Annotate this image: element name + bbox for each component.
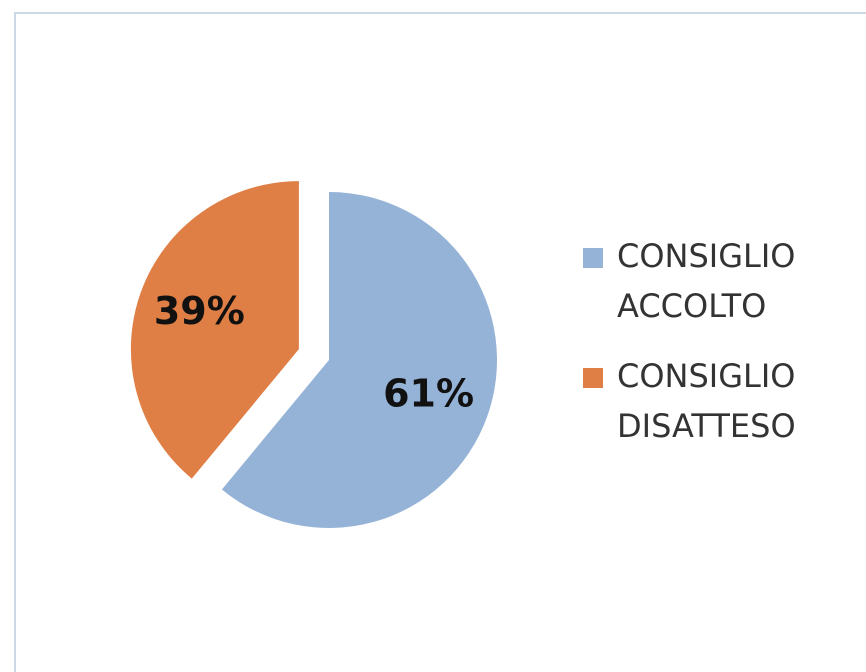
pie-slice-disatteso bbox=[130, 181, 299, 479]
pie-data-labels: 61% 39% bbox=[154, 289, 474, 416]
data-label-disatteso: 39% bbox=[154, 289, 245, 333]
legend-swatch-accolto bbox=[583, 248, 603, 268]
legend-swatch-disatteso bbox=[583, 368, 603, 388]
data-label-accolto: 61% bbox=[383, 371, 474, 415]
legend-label-accolto: CONSIGLIO ACCOLTO bbox=[617, 237, 795, 325]
legend-label-disatteso: CONSIGLIO DISATTESO bbox=[617, 357, 796, 445]
legend: CONSIGLIO ACCOLTO CONSIGLIO DISATTESO bbox=[583, 237, 796, 445]
pie-slices bbox=[130, 181, 498, 529]
pie-slice-accolto bbox=[221, 192, 498, 529]
